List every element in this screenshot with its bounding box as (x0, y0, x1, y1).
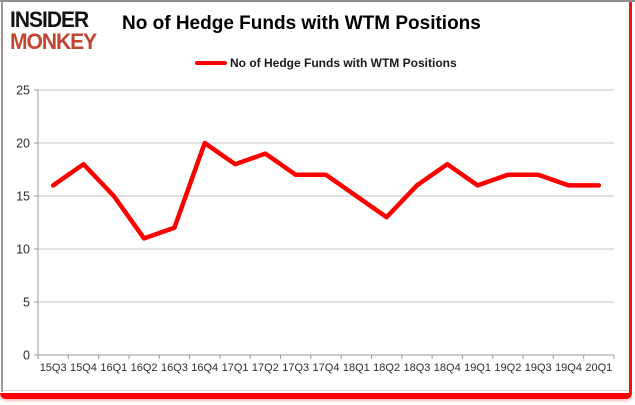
y-tick-label: 15 (16, 190, 30, 204)
x-tick-label: 18Q4 (434, 362, 461, 374)
logo-word-insider: INSIDER (10, 7, 89, 33)
y-tick-label: 5 (23, 296, 30, 310)
x-tick-label: 19Q3 (525, 362, 552, 374)
y-tick-label: 10 (16, 243, 30, 257)
x-tick-label: 20Q1 (585, 362, 612, 374)
y-tick-label: 25 (16, 84, 30, 98)
y-tick-label: 20 (16, 137, 30, 151)
frame-right-border (629, 2, 632, 394)
x-tick-label: 19Q2 (494, 362, 521, 374)
x-tick-label: 16Q1 (100, 362, 127, 374)
logo-word-monkey: MONKEY (10, 29, 97, 55)
x-tick-label: 17Q4 (313, 362, 340, 374)
x-tick-label: 18Q1 (343, 362, 370, 374)
x-tick-label: 17Q3 (282, 362, 309, 374)
series-line (50, 140, 602, 241)
x-tick-label: 15Q4 (70, 362, 97, 374)
x-tick-label: 16Q3 (161, 362, 188, 374)
insider-monkey-logo: INSIDER MONKEY (10, 7, 97, 55)
frame-left-border (1, 2, 3, 392)
frame-top-border (0, 0, 635, 2)
frame-bottom-border (0, 393, 632, 399)
chart-title: No of Hedge Funds with WTM Positions (122, 13, 481, 34)
x-tick-label: 17Q1 (222, 362, 249, 374)
legend-line-swatch (195, 61, 227, 65)
legend: No of Hedge Funds with WTM Positions (195, 56, 457, 70)
x-tick-label: 19Q4 (555, 362, 582, 374)
x-tick-label: 17Q2 (252, 362, 279, 374)
x-tick-label: 16Q2 (131, 362, 158, 374)
x-tick-label: 18Q3 (403, 362, 430, 374)
chart-area-bottom-rule (3, 390, 629, 391)
x-tick-label: 16Q4 (191, 362, 218, 374)
legend-label: No of Hedge Funds with WTM Positions (230, 56, 457, 70)
x-tick-label: 18Q2 (373, 362, 400, 374)
x-tick-label: 15Q3 (40, 362, 67, 374)
y-tick-label: 0 (23, 349, 30, 363)
x-tick-label: 19Q1 (464, 362, 491, 374)
